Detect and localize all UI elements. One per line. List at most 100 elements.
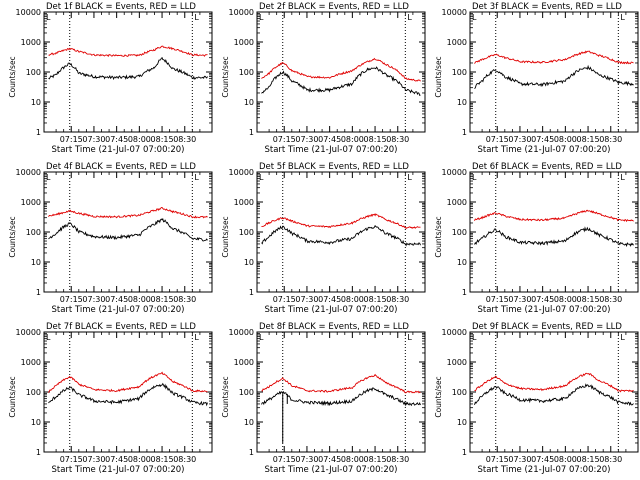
y-tick-label: 100 <box>452 68 467 77</box>
y-tick-label: 1000 <box>234 358 254 367</box>
y-tick-label: 10000 <box>442 168 467 177</box>
y-tick-label: 100 <box>239 388 254 397</box>
y-tick-label: 10 <box>244 258 254 267</box>
l-marker-right: L <box>194 13 199 22</box>
x-axis-label: Start Time (21-Jul-07 07:00:20) <box>478 465 611 475</box>
x-tick-label: 07:30 <box>295 295 318 304</box>
chart-title: Det 2f BLACK = Events, RED = LLD <box>259 2 409 12</box>
y-tick-label: 1 <box>249 128 254 137</box>
series-line-red-lld <box>261 57 421 82</box>
series-line-red-lld <box>48 207 208 219</box>
series-line-black-events <box>474 383 634 407</box>
l-marker-left: L <box>472 13 477 22</box>
x-axis-label: Start Time (21-Jul-07 07:00:20) <box>52 305 185 315</box>
y-axis-label: Counts/sec <box>434 216 443 257</box>
x-tick-label: 07:15 <box>60 295 83 304</box>
x-tick-label: 07:15 <box>486 295 509 304</box>
series-line-black-events <box>474 226 634 248</box>
l-marker-right: L <box>407 13 412 22</box>
y-axis-label: Counts/sec <box>221 216 230 257</box>
x-tick-label: 07:30 <box>295 135 318 144</box>
x-tick-label: 07:30 <box>82 455 105 464</box>
series-line-black-events <box>474 64 634 89</box>
y-tick-label: 1 <box>462 288 467 297</box>
y-axis-label: Counts/sec <box>221 376 230 417</box>
y-tick-label: 10 <box>457 98 467 107</box>
y-tick-label: 10 <box>244 98 254 107</box>
chart-title: Det 7f BLACK = Events, RED = LLD <box>46 322 196 332</box>
x-tick-label: 08:30 <box>386 295 409 304</box>
y-tick-label: 100 <box>26 388 41 397</box>
y-tick-label: 10000 <box>442 328 467 337</box>
chart-title: Det 1f BLACK = Events, RED = LLD <box>46 2 196 12</box>
chart-title: Det 9f BLACK = Events, RED = LLD <box>472 322 622 332</box>
x-tick-label: 07:15 <box>273 295 296 304</box>
l-marker-right: L <box>194 333 199 342</box>
x-tick-label: 08:30 <box>599 295 622 304</box>
x-tick-label: 08:30 <box>386 455 409 464</box>
y-tick-label: 10 <box>31 258 41 267</box>
series-line-black-events <box>48 56 208 81</box>
plot-frame <box>43 171 213 293</box>
y-axis-label: Counts/sec <box>8 216 17 257</box>
y-tick-label: 100 <box>239 68 254 77</box>
x-tick-label: 08:00 <box>128 295 151 304</box>
l-marker-left: L <box>46 333 51 342</box>
series-line-black-events <box>261 66 421 97</box>
l-marker-right: L <box>194 173 199 182</box>
x-tick-label: 07:15 <box>486 135 509 144</box>
y-tick-label: 10000 <box>16 8 41 17</box>
x-tick-label: 07:45 <box>531 455 554 464</box>
x-tick-label: 08:30 <box>386 135 409 144</box>
y-tick-label: 1000 <box>447 358 467 367</box>
y-axis-label: Counts/sec <box>221 56 230 97</box>
y-tick-label: 1 <box>249 288 254 297</box>
series-line-black-events <box>261 387 421 407</box>
y-tick-label: 10000 <box>229 168 254 177</box>
x-tick-label: 07:30 <box>508 135 531 144</box>
series-line-red-lld <box>48 45 208 57</box>
y-tick-label: 1 <box>36 448 41 457</box>
l-marker-right: L <box>407 173 412 182</box>
y-axis-label: Counts/sec <box>434 56 443 97</box>
x-tick-label: 07:45 <box>318 295 341 304</box>
chart-panel-2: Det 2f BLACK = Events, RED = LLD 1 10 100 10… <box>221 2 426 155</box>
y-tick-label: 10000 <box>16 168 41 177</box>
series-line-red-lld <box>474 50 634 65</box>
y-tick-label: 1000 <box>234 198 254 207</box>
l-marker-right: L <box>620 13 625 22</box>
x-axis-label: Start Time (21-Jul-07 07:00:20) <box>52 465 185 475</box>
x-tick-label: 08:00 <box>341 295 364 304</box>
x-tick-label: 08:15 <box>364 455 387 464</box>
x-tick-label: 07:30 <box>82 295 105 304</box>
y-axis-label: Counts/sec <box>8 376 17 417</box>
x-tick-label: 07:45 <box>105 135 128 144</box>
y-tick-label: 100 <box>452 228 467 237</box>
x-axis-label: Start Time (21-Jul-07 07:00:20) <box>265 465 398 475</box>
x-tick-label: 07:30 <box>508 295 531 304</box>
plot-frame <box>43 11 213 133</box>
x-tick-label: 08:15 <box>151 455 174 464</box>
x-tick-label: 08:30 <box>173 455 196 464</box>
x-tick-label: 07:30 <box>508 455 531 464</box>
y-tick-label: 10 <box>244 418 254 427</box>
l-marker-left: L <box>259 173 264 182</box>
y-tick-label: 1000 <box>447 38 467 47</box>
l-marker-right: L <box>620 333 625 342</box>
plot-frame <box>469 171 639 293</box>
l-marker-left: L <box>259 13 264 22</box>
y-tick-label: 10 <box>31 98 41 107</box>
x-tick-label: 07:45 <box>318 455 341 464</box>
x-tick-label: 08:15 <box>151 135 174 144</box>
chart-panel-9: Det 9f BLACK = Events, RED = LLD 1 10 100 10… <box>434 322 639 475</box>
x-tick-label: 08:00 <box>554 135 577 144</box>
plot-frame <box>469 11 639 133</box>
x-tick-label: 07:15 <box>60 455 83 464</box>
x-tick-label: 07:45 <box>531 295 554 304</box>
y-tick-label: 10 <box>457 258 467 267</box>
chart-panel-4: Det 4f BLACK = Events, RED = LLD 1 10 100 10… <box>8 162 213 315</box>
x-tick-label: 08:30 <box>599 135 622 144</box>
y-tick-label: 100 <box>452 388 467 397</box>
plot-frame <box>256 11 426 133</box>
x-axis-label: Start Time (21-Jul-07 07:00:20) <box>478 145 611 155</box>
